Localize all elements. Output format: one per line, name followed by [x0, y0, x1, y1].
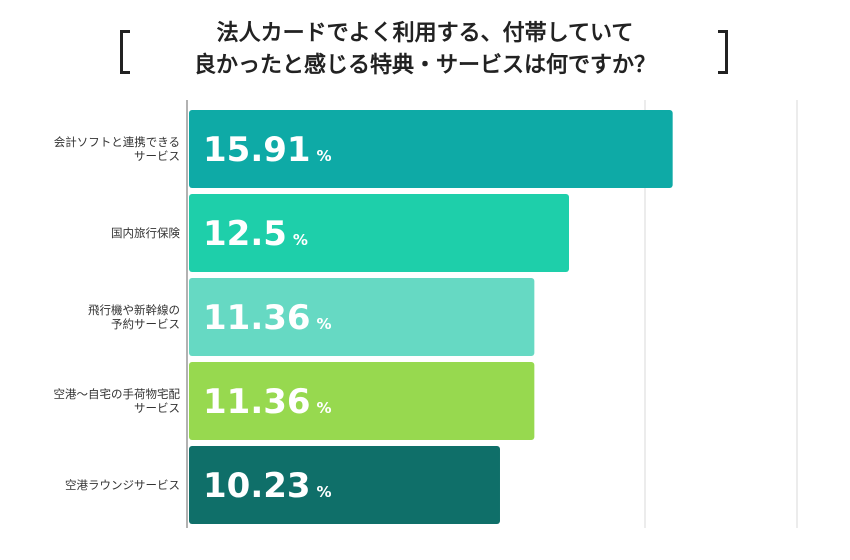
category-label: 国内旅行保険 — [111, 226, 180, 240]
bar — [189, 446, 500, 524]
title-bracket-right — [718, 30, 728, 74]
category-label: サービス — [134, 401, 180, 415]
bar — [189, 362, 535, 440]
bar — [189, 194, 569, 272]
category-label: 空港〜自宅の手荷物宅配 — [54, 387, 181, 401]
bars — [189, 110, 673, 524]
title-bracket-left — [120, 30, 130, 74]
value-label: 15.91% — [203, 130, 332, 170]
value-label: 11.36% — [203, 382, 332, 422]
chart-title-line-2: 良かったと感じる特典・サービスは何ですか？ — [193, 53, 656, 78]
bar — [189, 278, 535, 356]
value-label: 11.36% — [203, 298, 332, 338]
value-unit: % — [317, 399, 332, 417]
value-unit: % — [317, 483, 332, 501]
category-labels: 会計ソフトと連携できるサービス国内旅行保険飛行機や新幹線の予約サービス空港〜自宅… — [54, 135, 181, 492]
value-unit: % — [317, 315, 332, 333]
category-label: 会計ソフトと連携できる — [54, 135, 180, 149]
category-label: 予約サービス — [111, 317, 180, 331]
bar — [189, 110, 673, 188]
value-unit: % — [317, 147, 332, 165]
chart-title-line-1: 法人カードでよく利用する、付帯していて — [216, 21, 634, 46]
value-unit: % — [293, 231, 308, 249]
category-label: 飛行機や新幹線の — [88, 303, 180, 317]
category-label: 空港ラウンジサービス — [65, 478, 180, 492]
category-label: サービス — [134, 149, 180, 163]
value-label: 10.23% — [203, 466, 332, 506]
